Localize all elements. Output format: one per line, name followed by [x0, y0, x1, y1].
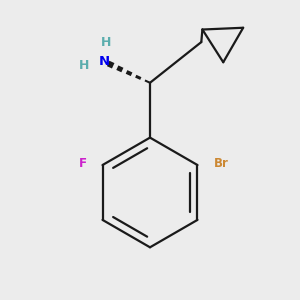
Text: H: H [80, 58, 90, 72]
Text: Br: Br [213, 157, 228, 170]
Text: N: N [98, 55, 110, 68]
Text: F: F [79, 157, 87, 170]
Text: H: H [100, 36, 111, 49]
